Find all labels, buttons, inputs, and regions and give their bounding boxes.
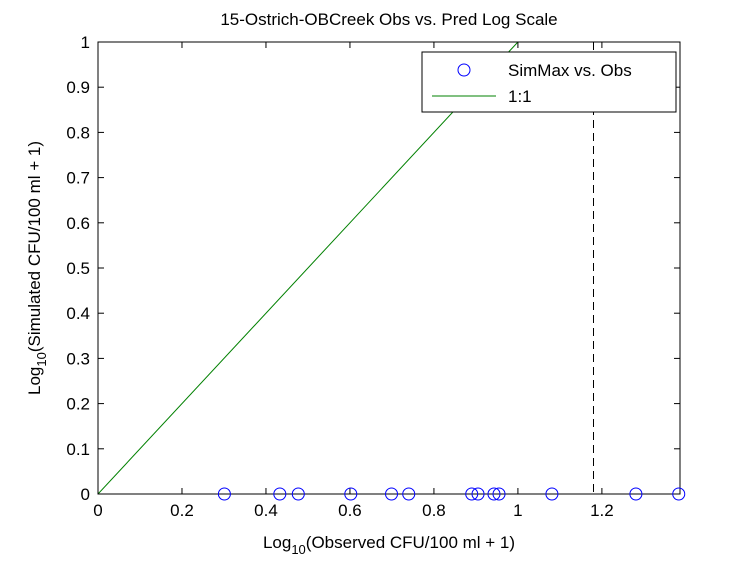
x-tick-label: 0 bbox=[93, 501, 102, 520]
x-label-sub: 10 bbox=[291, 542, 305, 557]
plot-area bbox=[97, 41, 681, 495]
x-label-main: Log bbox=[263, 533, 291, 552]
y-tick-label: 0.8 bbox=[66, 123, 90, 142]
legend-label: SimMax vs. Obs bbox=[508, 61, 632, 80]
line bbox=[98, 42, 519, 494]
legend-box bbox=[421, 51, 677, 113]
y-label-sub: 10 bbox=[34, 352, 49, 366]
y-tick-label: 0 bbox=[81, 485, 90, 504]
point bbox=[471, 487, 485, 501]
y-tick-label: 0.6 bbox=[66, 214, 90, 233]
point bbox=[487, 487, 501, 501]
point bbox=[291, 487, 305, 501]
y-tick-label: 0.3 bbox=[66, 349, 90, 368]
point bbox=[402, 487, 416, 501]
x-label-rest: (Observed CFU/100 ml + 1) bbox=[306, 533, 515, 552]
point bbox=[465, 487, 479, 501]
y-tick-label: 0.4 bbox=[66, 304, 90, 323]
x-axis-label: Log10(Observed CFU/100 ml + 1) bbox=[263, 533, 515, 557]
y-tick-label: 0.9 bbox=[66, 78, 90, 97]
point bbox=[344, 487, 358, 501]
x-tick-label: 1.2 bbox=[590, 501, 614, 520]
point bbox=[217, 487, 231, 501]
point bbox=[273, 487, 287, 501]
point bbox=[492, 487, 506, 501]
y-label-main: Log bbox=[25, 367, 44, 395]
y-tick-label: 0.2 bbox=[66, 395, 90, 414]
y-tick-label: 0.1 bbox=[66, 440, 90, 459]
y-tick-label: 0.5 bbox=[66, 259, 90, 278]
point bbox=[385, 487, 399, 501]
point bbox=[629, 487, 643, 501]
y-tick-label: 1 bbox=[81, 33, 90, 52]
x-tick-label: 0.6 bbox=[338, 501, 362, 520]
point bbox=[545, 487, 559, 501]
legend-symbol bbox=[457, 63, 471, 77]
y-label-rest: (Simulated CFU/100 ml + 1) bbox=[25, 141, 44, 352]
point bbox=[672, 487, 686, 501]
legend-label: 1:1 bbox=[508, 87, 532, 106]
plot-content bbox=[98, 42, 594, 494]
x-tick-label: 0.8 bbox=[422, 501, 446, 520]
y-axis-label: Log10(Simulated CFU/100 ml + 1) bbox=[25, 141, 49, 395]
y-tick-label: 0.7 bbox=[66, 169, 90, 188]
chart-title: 15-Ostrich-OBCreek Obs vs. Pred Log Scal… bbox=[220, 10, 557, 29]
x-tick-label: 1 bbox=[513, 501, 522, 520]
legend: SimMax vs. Obs 1:1 bbox=[421, 51, 677, 113]
x-tick-label: 0.2 bbox=[170, 501, 194, 520]
x-tick-label: 0.4 bbox=[254, 501, 278, 520]
